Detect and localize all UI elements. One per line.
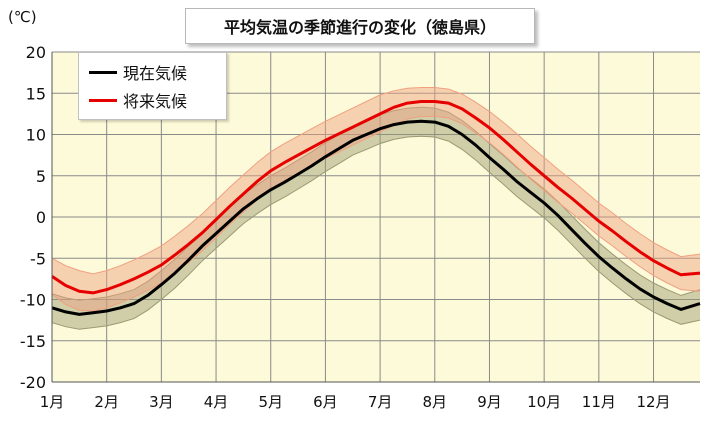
y-tick-label: 20 xyxy=(26,43,46,62)
range-band-0 xyxy=(52,107,700,330)
legend-swatch-future xyxy=(89,98,117,102)
y-tick-label: -5 xyxy=(30,249,46,268)
chart-title: 平均気温の季節進行の変化（徳島県） xyxy=(185,8,535,44)
range-band-1 xyxy=(52,87,700,311)
axes xyxy=(51,52,700,383)
y-tick-labels: 20 15 10 5 0 -5 -10 -15 -20 xyxy=(20,43,46,392)
x-tick-label: 12月 xyxy=(636,393,670,411)
legend: 現在気候 将来気候 xyxy=(78,52,227,120)
legend-swatch-current xyxy=(89,70,117,74)
series-line-1 xyxy=(51,100,701,295)
range-bands xyxy=(51,87,701,330)
x-tick-label: 4月 xyxy=(204,393,229,411)
legend-label-current: 現在気候 xyxy=(123,64,188,83)
x-tick-label: 2月 xyxy=(94,393,119,411)
x-tick-label: 10月 xyxy=(527,393,561,411)
legend-item-future: 将来気候 xyxy=(89,89,187,111)
y-tick-label: 5 xyxy=(36,167,46,186)
band-lower-edge-0 xyxy=(51,135,701,330)
x-tick-label: 8月 xyxy=(423,393,448,411)
y-tick-label: -20 xyxy=(20,373,46,392)
band-lower-edge-1 xyxy=(51,115,701,312)
legend-item-current: 現在気候 xyxy=(89,61,187,83)
unit-label: (℃) xyxy=(8,8,37,26)
legend-label-future: 将来気候 xyxy=(123,92,188,111)
x-tick-label: 7月 xyxy=(368,393,393,411)
x-tick-label: 1月 xyxy=(40,393,65,411)
y-tick-label: 0 xyxy=(36,208,46,227)
x-tick-labels: 1月 2月 3月 4月 5月 6月 7月 8月 9月 10月 11月 12月 xyxy=(40,393,671,411)
series-line-0 xyxy=(51,119,701,316)
x-tick-label: 6月 xyxy=(313,393,338,411)
x-tick-label: 3月 xyxy=(149,393,174,411)
y-tick-label: -15 xyxy=(20,332,46,351)
series-lines xyxy=(51,100,701,316)
y-tick-label: 10 xyxy=(26,126,46,145)
x-tick-label: 5月 xyxy=(258,393,283,411)
x-tick-label: 11月 xyxy=(582,393,616,411)
y-tick-label: -10 xyxy=(20,291,46,310)
band-upper-edge-1 xyxy=(51,87,701,275)
x-tick-label: 9月 xyxy=(477,393,502,411)
y-tick-label: 15 xyxy=(26,84,46,103)
